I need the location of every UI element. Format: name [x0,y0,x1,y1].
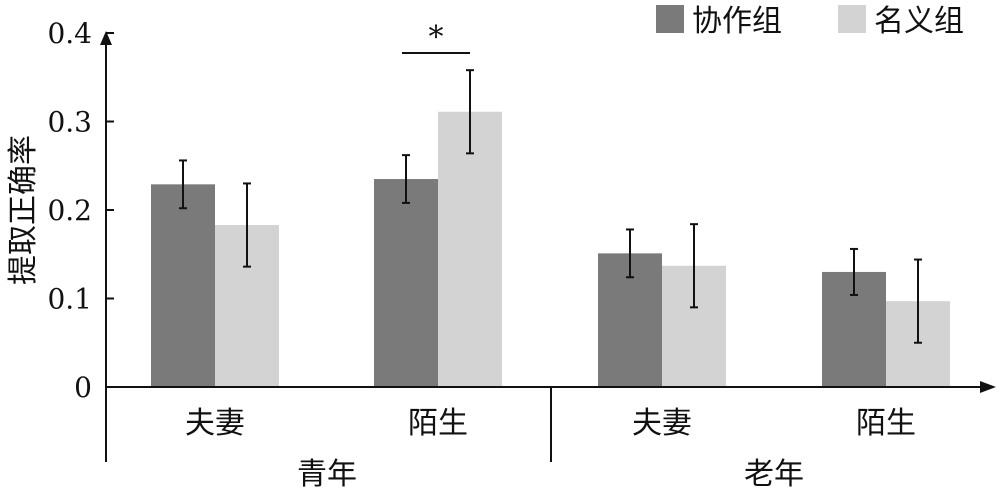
y-tick-label: 0.4 [47,17,92,50]
y-tick-label: 0.3 [47,106,92,139]
legend: 协作组 名义组 [656,4,964,39]
bar-collaborative [151,184,215,387]
group-label: 青年 [297,457,357,492]
bar-nominal [438,111,502,387]
category-label: 陌生 [408,406,468,441]
x-axis-arrow [980,381,996,393]
y-axis-arrow [100,31,112,45]
significance-star: * [429,20,444,55]
y-tick-label: 0 [74,371,92,404]
y-tick-label: 0.1 [47,283,92,316]
significance-annotations: * [402,20,470,55]
legend-swatch [838,5,866,33]
category-label: 夫妻 [185,406,245,441]
bars [151,111,950,387]
group-label: 老年 [744,457,804,492]
error-bars [179,69,922,344]
y-axis: 0 0.1 0.2 0.3 0.4 [47,17,114,462]
legend-label: 名义组 [874,4,964,39]
legend-swatch [656,5,684,33]
bar-collaborative [374,179,438,387]
legend-label: 协作组 [692,4,782,39]
category-label: 夫妻 [632,406,692,441]
y-axis-label: 提取正确率 [6,135,41,285]
y-tick-label: 0.2 [47,194,92,227]
category-label: 陌生 [856,406,916,441]
